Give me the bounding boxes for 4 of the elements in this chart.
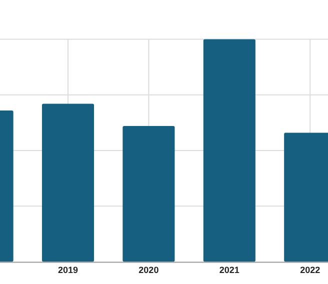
- x-tick-label: 2022: [300, 265, 320, 275]
- x-tick-label: 2019: [58, 265, 78, 275]
- x-tick-label: 2020: [138, 265, 159, 275]
- x-tick-label: 2021: [219, 265, 240, 275]
